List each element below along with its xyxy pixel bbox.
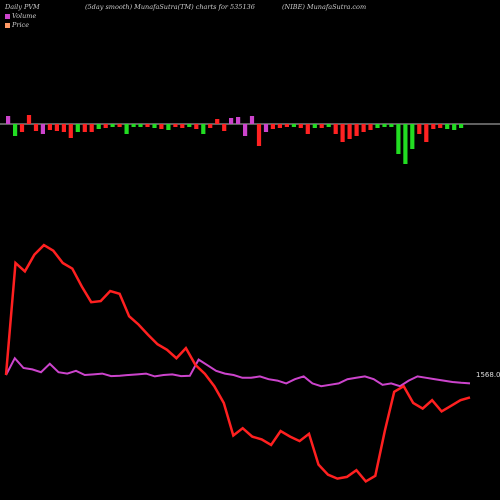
volume-bar [26,115,32,124]
chart-title: (5day smooth) MunafaSutra(TM) charts for… [85,3,255,11]
volume-bar [180,124,185,128]
volume-bar [263,124,269,132]
volume-bar [340,124,345,142]
volume-bar [208,124,213,128]
volume-bar [131,124,136,127]
volume-bar [452,124,457,130]
legend-price-label: Price [12,21,30,29]
volume-line [5,356,471,388]
volume-bar [96,124,101,129]
legend-price-swatch [5,22,10,28]
volume-bar [333,124,338,134]
volume-bar [159,124,164,129]
volume-bar [375,124,380,128]
volume-bar [222,124,227,131]
volume-bar [117,124,122,127]
volume-bar [459,124,464,128]
volume-bar [368,124,373,130]
volume-bar [124,124,129,134]
volume-bar [75,124,80,132]
volume-bar [389,124,394,127]
volume-bar [382,124,387,127]
volume-bars [6,115,464,164]
volume-bar [194,124,199,129]
volume-bar [54,124,59,131]
legend-volume-swatch [5,13,10,19]
volume-bar [249,116,255,124]
legend-volume-label: Volume [12,12,37,20]
volume-bar [110,124,115,127]
volume-bar [47,124,52,130]
volume-bar [61,124,66,132]
volume-bar [19,124,25,132]
volume-bar [187,124,192,127]
volume-bar [298,124,303,128]
chart-header-left: Daily PVM [5,3,40,11]
volume-bar [431,124,436,129]
volume-bar [201,124,206,134]
volume-bar [396,124,401,154]
volume-bar [6,116,11,124]
volume-bar [284,124,289,127]
volume-bar [305,124,310,134]
volume-bar [438,124,443,128]
volume-bar [277,124,282,128]
volume-bar [145,124,150,127]
chart-header-right: (NIBE) MunafaSutra.com [282,3,367,11]
volume-bar [361,124,366,132]
volume-bar [243,124,248,136]
volume-bar [424,124,429,142]
legend-price: Price [5,21,29,29]
volume-bar [410,124,415,149]
volume-bar [166,124,171,130]
volume-bar [417,124,422,134]
volume-bar [215,119,220,124]
volume-bar [270,124,275,129]
volume-bar [68,124,73,138]
volume-bar [229,118,234,124]
volume-bar [403,124,408,164]
volume-bar [82,124,87,132]
last-price-label: 1568.03 [476,371,500,379]
volume-bar [256,124,262,146]
volume-bar [291,124,296,127]
volume-bar [40,124,45,134]
volume-bar [103,124,108,128]
volume-bar [152,124,157,128]
volume-bar [236,117,241,124]
volume-bar [354,124,359,136]
legend-volume: Volume [5,12,36,20]
price-line [4,243,471,484]
volume-bar [445,124,450,129]
volume-bar [347,124,352,139]
volume-bar [312,124,317,128]
volume-bar [89,124,94,132]
volume-bar [326,124,331,127]
volume-bar [173,124,178,127]
volume-bar [13,124,18,136]
volume-bar [33,124,39,131]
volume-bar [138,124,143,127]
volume-bar [319,124,324,128]
